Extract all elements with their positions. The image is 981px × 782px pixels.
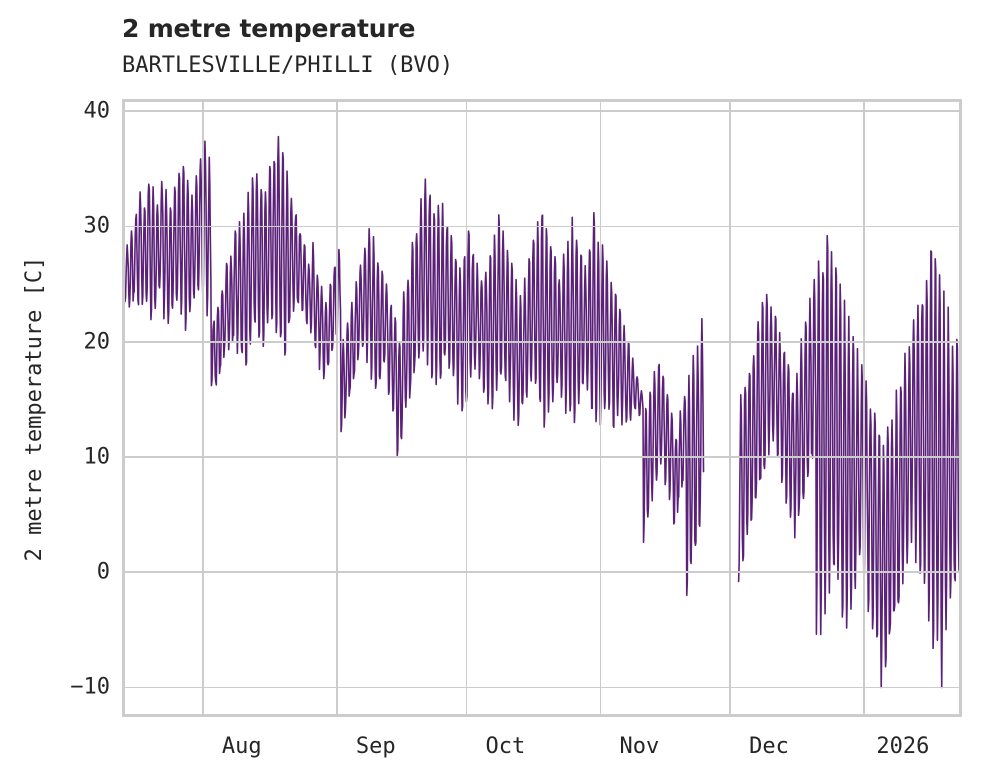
y-tick-label: −10 [70, 674, 110, 700]
y-tick-label: 0 [96, 559, 110, 585]
y-axis-ticks: 40 30 20 10 0 −10 [0, 99, 110, 717]
chart-subtitle: BARTLESVILLE/PHILLI (BVO) [122, 53, 454, 78]
gridline-horizontal [125, 571, 959, 574]
y-tick-label: 40 [83, 98, 111, 124]
x-axis-ticks: Aug Sep Oct Nov Dec 2026 [122, 734, 962, 764]
gridline-vertical [599, 102, 602, 714]
x-tick-label: 2026 [876, 734, 930, 759]
gridline-vertical [863, 102, 865, 714]
x-tick-label: Dec [749, 734, 789, 759]
series-line-segment [125, 135, 705, 597]
plot-inner [125, 102, 959, 714]
gridline-horizontal [125, 225, 959, 228]
gridline-vertical [465, 102, 468, 714]
plot-area [122, 99, 962, 717]
gridline-vertical [335, 102, 338, 714]
gridline-horizontal [125, 340, 959, 343]
gridline-vertical [729, 102, 731, 714]
x-tick-label: Oct [485, 734, 526, 759]
temperature-series [125, 135, 959, 689]
x-tick-label: Sep [355, 734, 396, 759]
y-tick-label: 30 [83, 213, 111, 239]
y-tick-label: 10 [83, 444, 111, 470]
gridline-horizontal [125, 456, 959, 458]
x-tick-label: Aug [221, 734, 262, 759]
gridline-horizontal [125, 110, 959, 112]
y-tick-label: 20 [83, 329, 111, 355]
chart-title: 2 metre temperature [122, 14, 416, 43]
x-tick-label: Nov [619, 734, 660, 759]
gridline-vertical [201, 102, 204, 714]
series-line-segment [737, 234, 959, 689]
gridline-horizontal [125, 686, 959, 689]
